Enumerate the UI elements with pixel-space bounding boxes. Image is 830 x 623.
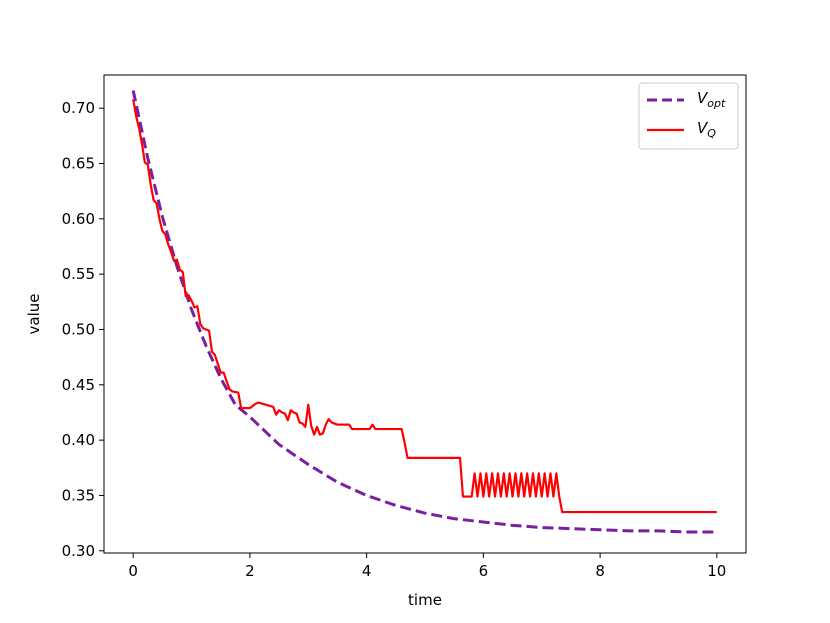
x-tick-label: 2 <box>245 562 255 580</box>
y-tick-label: 0.60 <box>62 210 95 228</box>
y-tick-label: 0.70 <box>62 99 95 117</box>
series-layer <box>131 90 717 534</box>
legend-label-v-q: VQ <box>697 119 716 140</box>
y-tick-label: 0.65 <box>62 155 95 173</box>
y-tick-label: 0.40 <box>62 431 95 449</box>
x-tick-label: 8 <box>595 562 605 580</box>
legend-label-v-opt-sub: opt <box>707 97 726 110</box>
legend: Vopt VQ <box>638 82 739 150</box>
legend-label-v-q-sub: Q <box>707 127 716 140</box>
plot-frame <box>103 74 747 554</box>
y-axis-label: value <box>25 294 43 335</box>
series-line-v-q <box>132 99 717 514</box>
y-tick-label: 0.35 <box>62 486 95 504</box>
y-tick-label: 0.50 <box>62 320 95 338</box>
y-tick-label: 0.30 <box>62 542 95 560</box>
series-line-v-opt <box>131 90 717 534</box>
legend-label-v-q-main: V <box>697 119 709 137</box>
x-tick-label: 6 <box>479 562 489 580</box>
x-tick-label: 0 <box>128 562 138 580</box>
legend-label-v-opt-main: V <box>697 89 709 107</box>
legend-box <box>638 82 739 150</box>
legend-label-v-opt: Vopt <box>697 89 726 110</box>
x-tick-label: 4 <box>362 562 372 580</box>
y-tick-label: 0.45 <box>62 376 95 394</box>
y-tick-label: 0.55 <box>62 265 95 283</box>
axis-ticks: 0 2 4 6 8 10 0.30 0.35 0.40 0.45 0.50 0.55 0.60 0.65 0… <box>62 99 727 580</box>
x-axis-label: time <box>408 591 442 609</box>
x-tick-label: 10 <box>707 562 726 580</box>
